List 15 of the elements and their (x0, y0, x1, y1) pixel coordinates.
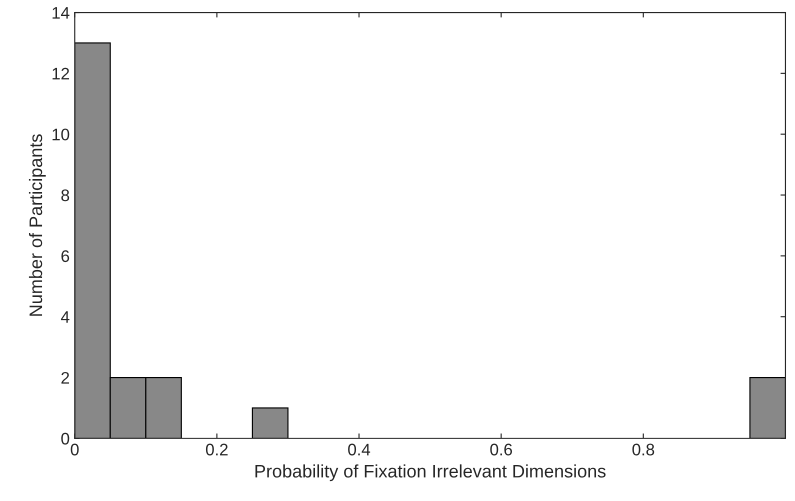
y-axis-title: Number of Participants (28, 134, 46, 316)
y-tick-label: 4 (60, 311, 70, 323)
y-tick-label: 8 (61, 189, 70, 202)
x-tick-label: 0.4 (348, 444, 370, 456)
y-tick-label: 0 (61, 432, 70, 445)
x-tick-label: 0.8 (632, 444, 654, 456)
y-tick-label: 6 (61, 250, 70, 262)
y-tick-label: 2 (61, 372, 70, 384)
y-tick-label: 12 (52, 68, 70, 80)
x-tick-label: 0.6 (490, 444, 512, 456)
x-tick-label: 0 (70, 444, 79, 456)
y-tick-label: 10 (52, 128, 70, 140)
x-tick-label: 0.2 (206, 444, 228, 456)
y-tick-label: 14 (52, 7, 70, 19)
x-axis-title: Probability of Fixation Irrelevant Dimensions (255, 464, 606, 482)
